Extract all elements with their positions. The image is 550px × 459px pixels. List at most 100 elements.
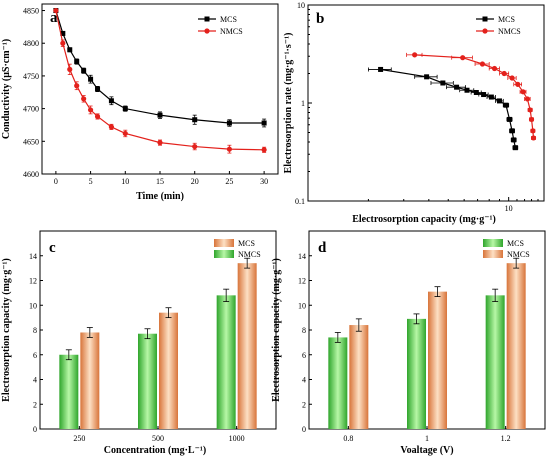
b-data-point-mcs [488, 94, 494, 100]
b-data-point-mcs [454, 84, 460, 90]
a-data-point-nmcs [74, 83, 80, 89]
b-data-point-mcs [512, 145, 518, 151]
a-x-tick-label: 15 [156, 177, 164, 186]
panel-b-letter: b [316, 11, 324, 27]
panel-a-letter: a [50, 10, 58, 26]
d-y-tick-label: 8 [302, 326, 306, 335]
a-data-point-nmcs [60, 40, 66, 46]
c-bar-nmcs [59, 354, 79, 429]
panel-b-x-axis-title: Electrosorption capacity (mg·g⁻¹) [352, 214, 496, 225]
a-x-tick-label: 5 [89, 177, 93, 186]
legend-marker-0 [204, 16, 210, 22]
c-bar-mcs [159, 312, 178, 429]
panel-c-x-axis-title: Concentration (mg·L⁻¹) [104, 445, 206, 456]
d-bar-mcs [485, 295, 505, 429]
panel-a-x-axis-title: Time (min) [136, 191, 184, 202]
a-data-point-nmcs [67, 66, 73, 72]
a-y-tick-label: 4650 [23, 137, 39, 146]
a-y-tick-label: 4850 [23, 7, 39, 16]
a-data-point-mcs [88, 76, 94, 82]
a-data-point-mcs [261, 120, 267, 126]
b-data-point-nmcs [501, 70, 507, 77]
legend-marker-1 [204, 28, 210, 34]
b-series-line-mcs [380, 68, 516, 148]
b-data-point-mcs [378, 66, 384, 72]
c-x-tick-label: 250 [73, 434, 85, 443]
b-data-point-nmcs [412, 52, 418, 58]
a-data-point-mcs [81, 68, 87, 74]
panel-a-y-axis-title: Conductivity (μS·cm⁻¹) [1, 39, 12, 139]
legend-label-0: MCS [498, 15, 515, 24]
c-y-tick-label: 2 [33, 400, 37, 409]
b-data-point-nmcs [479, 61, 486, 67]
c-y-tick-label: 6 [33, 351, 37, 360]
b-data-point-nmcs [460, 55, 466, 61]
b-data-point-nmcs [520, 89, 526, 95]
b-series-line-nmcs [414, 54, 535, 138]
a-x-tick-label: 30 [260, 177, 268, 186]
a-data-point-mcs [95, 86, 101, 92]
d-y-tick-label: 12 [298, 277, 306, 286]
legend-label-mcs: MCS [507, 239, 524, 248]
b-data-point-mcs [473, 89, 479, 95]
b-y-tick-label: 1 [301, 99, 305, 108]
a-data-point-nmcs [108, 124, 115, 130]
a-x-tick-label: 20 [191, 177, 199, 186]
b-y-tick-label: 0.1 [295, 197, 305, 206]
c-bar-nmcs [138, 333, 157, 429]
a-y-tick-label: 4800 [23, 39, 39, 48]
a-data-point-mcs [157, 112, 163, 118]
panel-d-x-axis-title: Voaltage (V) [400, 445, 453, 456]
legend-label-0: MCS [220, 15, 237, 24]
panel-d-letter: d [318, 240, 327, 256]
b-data-point-nmcs [527, 107, 533, 113]
legend-label-1: NMCS [498, 27, 521, 36]
c-x-tick-label: 1000 [229, 434, 245, 443]
a-data-point-nmcs [87, 107, 94, 113]
b-y-tick-label: 10 [297, 1, 305, 10]
legend-swatch-nmcs [214, 250, 234, 258]
legend-label-nmcs: NMCS [507, 250, 530, 259]
d-x-tick-label: 1 [425, 434, 429, 443]
b-data-point-mcs [464, 87, 470, 93]
a-data-point-mcs [192, 117, 198, 123]
c-y-tick-label: 4 [33, 376, 37, 385]
c-y-tick-label: 10 [29, 301, 37, 310]
d-y-tick-label: 10 [298, 301, 306, 310]
c-y-tick-label: 0 [33, 425, 37, 434]
b-data-point-mcs [481, 92, 487, 98]
a-data-point-mcs [226, 120, 232, 126]
legend-swatch-nmcs [483, 250, 503, 258]
b-data-point-nmcs [530, 135, 537, 141]
panel-c-letter: c [49, 240, 56, 256]
a-data-point-nmcs [122, 130, 128, 137]
b-data-point-mcs [509, 128, 515, 134]
panel-b-y-axis-title: Electrosorption rate (mg·g⁻¹·s⁻¹) [283, 33, 294, 174]
c-bar-mcs [237, 263, 257, 429]
d-x-tick-label: 0.8 [343, 434, 353, 443]
b-data-point-nmcs [530, 128, 536, 134]
c-y-tick-label: 12 [29, 277, 37, 286]
d-x-tick-label: 1.2 [501, 434, 511, 443]
a-data-point-nmcs [157, 140, 163, 146]
legend-label-nmcs: NMCS [238, 250, 261, 259]
d-bar-mcs [407, 318, 426, 429]
a-data-point-nmcs [81, 96, 87, 102]
legend-swatch-mcs [483, 239, 503, 247]
d-bar-nmcs [428, 291, 447, 429]
a-data-point-nmcs [226, 146, 233, 152]
a-y-tick-label: 4750 [23, 72, 39, 81]
d-y-tick-label: 6 [302, 351, 306, 360]
b-data-point-mcs [503, 102, 509, 108]
legend-marker-1 [482, 28, 488, 34]
legend-swatch-mcs [214, 239, 234, 247]
a-data-point-mcs [60, 30, 66, 36]
d-bar-nmcs [506, 263, 526, 429]
b-data-point-nmcs [509, 75, 515, 81]
a-data-point-mcs [74, 59, 80, 65]
a-data-point-mcs [108, 98, 114, 104]
panel-c-chart: c Concentration (mg·L⁻¹) Electrosorption… [1, 230, 277, 456]
legend-label-1: NMCS [220, 27, 243, 36]
d-y-tick-label: 4 [302, 376, 306, 385]
